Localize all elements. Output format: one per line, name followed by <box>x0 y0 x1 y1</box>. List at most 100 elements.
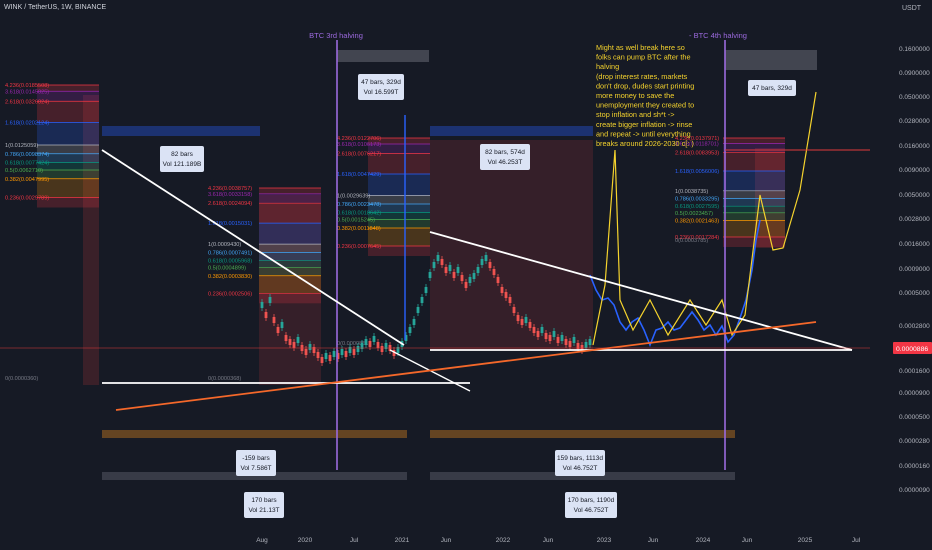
fib-layer: 4.236(0.0185508)3.618(0.0145825) 2.618(0.… <box>5 83 785 382</box>
fib-set-4-band-6 <box>723 206 785 213</box>
fib-set-1-label-3: 1.618(0.0202124) <box>5 121 49 127</box>
y-axis-unit: USDT <box>902 5 922 12</box>
candle-body-25 <box>360 343 364 349</box>
measure-tooltip-7: 170 bars, 1190d Vol 46.752T <box>565 492 617 518</box>
fib-set-1-label-10: 0(0.0000360) <box>5 376 38 382</box>
y-tick-8: 0.0016000 <box>899 241 930 248</box>
candle-body-74 <box>556 337 560 343</box>
candle-body-34 <box>396 347 400 353</box>
fib-set-3-band-3 <box>368 174 430 196</box>
candle-body-58 <box>492 269 496 275</box>
fib-set-2-label-8: 0.382(0.0003830) <box>208 274 252 280</box>
annotation-text: Might as well break here so folks can pum… <box>596 43 694 148</box>
candle-body-16 <box>324 353 328 359</box>
candle-body-40 <box>420 297 424 303</box>
candle-body-22 <box>348 347 352 353</box>
measure-tooltip-line-6-0: 170 bars <box>251 497 277 504</box>
candle-body-15 <box>320 357 324 363</box>
fib-set-4-label-10: 0(0.0003785) <box>675 238 708 244</box>
fib-set-2-label-0: 4.236(0.0038757) <box>208 186 252 192</box>
candle-body-52 <box>468 277 472 283</box>
y-tick-3: 0.0280000 <box>899 118 930 125</box>
x-tick-4: Jun <box>441 537 452 544</box>
measure-tooltip-line-4-1: Vol 7.586T <box>240 465 271 472</box>
candle-body-19 <box>336 353 340 359</box>
fib-set-1-band-1 <box>37 91 99 102</box>
fib-set-2-label-2: 2.618(0.0024094) <box>208 201 252 207</box>
y-axis-bg <box>870 0 932 550</box>
fib-set-2-band-4 <box>259 244 321 253</box>
measure-bar-5 <box>102 430 407 438</box>
fib-set-4-label-9: 0.236(0.0017284) <box>675 235 719 241</box>
measure-tooltip-bg-7 <box>565 492 617 518</box>
price-layer <box>260 91 817 366</box>
measure-tooltip-1: 47 bars, 329d Vol 16.599T <box>358 74 404 100</box>
y-tick-13: 0.0000900 <box>899 390 930 397</box>
fib-set-3-label-5: 0.786(0.0023478) <box>337 202 381 208</box>
x-tick-3: 2021 <box>395 537 410 544</box>
price-tag-text: 0.0000886 <box>896 346 928 353</box>
y-tick-15: 0.0000280 <box>899 438 930 445</box>
price-tag-bg <box>893 342 932 354</box>
candle-body-73 <box>552 331 556 337</box>
fib-set-1-band-5 <box>37 153 99 163</box>
fib-set-3-band-4 <box>368 195 430 204</box>
price-candles <box>260 252 592 366</box>
fib-set-1-band-0 <box>37 85 99 92</box>
candle-body-23 <box>352 349 356 355</box>
fib-set-1-label-0: 4.236(0.0185508) <box>5 83 49 89</box>
fib-set-1-band-3 <box>37 122 99 145</box>
symbol-header[interactable]: WINK / TetherUS, 1W, BINANCE <box>4 4 107 11</box>
fib-set-4-band-0 <box>723 138 785 144</box>
fib-set-3-band-0 <box>368 138 430 144</box>
fib-set-3-label-0: 4.236(0.0122706) <box>337 136 381 142</box>
fib-set-1-label-5: 0.786(0.0098374) <box>5 152 49 158</box>
fib-set-4-band-8 <box>723 220 785 237</box>
candle-body-44 <box>436 255 440 261</box>
y-tick-4: 0.0160000 <box>899 143 930 150</box>
candle-body-72 <box>548 335 552 341</box>
y-tick-12: 0.0001600 <box>899 368 930 375</box>
candle-body-47 <box>448 265 452 271</box>
fib-set-2-label-3: 1.618(0.0015031) <box>208 221 252 227</box>
x-tick-12: Jul <box>852 537 861 544</box>
fib-set-4-label-1: 3.618(0.0118701) <box>675 142 719 148</box>
measure-tooltip-line-0-0: 82 bars <box>171 151 193 158</box>
x-tick-5: 2022 <box>496 537 511 544</box>
candle-body-13 <box>312 347 316 353</box>
candle-body-9 <box>296 337 300 343</box>
candle-body-14 <box>316 352 320 358</box>
candle-body-66 <box>524 317 528 323</box>
measure-tooltip-3: 47 bars, 329d <box>748 80 796 96</box>
candle-body-24 <box>356 346 360 352</box>
fib-set-1-label-9: 0.236(0.0029789) <box>5 196 49 202</box>
fib-set-2-band-3 <box>259 223 321 245</box>
measure-tooltip-bg-0 <box>160 146 204 172</box>
zone-3 <box>430 140 593 350</box>
measure-tooltip-line-7-0: 170 bars, 1190d <box>568 497 615 504</box>
fib-set-1-band-4 <box>37 145 99 154</box>
fib-set-2: 4.236(0.0038757)3.618(0.0033158) 2.618(0.… <box>208 186 321 382</box>
candle-body-6 <box>284 335 288 341</box>
measure-tooltip-line-1-1: Vol 16.599T <box>364 89 399 96</box>
fib-set-4-label-2: 2.618(0.0083953) <box>675 150 719 156</box>
fib-set-1-label-8: 0.382(0.0047995) <box>5 177 49 183</box>
fib-set-4-band-3 <box>723 171 785 191</box>
candle-body-26 <box>364 339 368 345</box>
x-tick-7: 2023 <box>597 537 612 544</box>
measure-tooltip-5: 159 bars, 1113d Vol 46.752T <box>555 450 605 476</box>
fib-set-3-label-2: 2.618(0.0076217) <box>337 152 381 158</box>
measure-tooltip-6: 170 bars Vol 21.13T <box>244 492 284 518</box>
zone-2 <box>259 195 321 385</box>
fib-set-3-label-1: 3.618(0.0106173) <box>337 142 381 148</box>
measure-tooltip-2: 82 bars, 574d Vol 46.253T <box>480 144 530 170</box>
fib-set-2-label-7: 0.5(0.0004899) <box>208 266 246 272</box>
zones-layer <box>83 50 817 480</box>
measure-tooltip-line-6-1: Vol 21.13T <box>248 507 279 514</box>
candle-body-30 <box>380 346 384 352</box>
candle-body-54 <box>476 267 480 273</box>
candle-body-36 <box>404 335 408 341</box>
fib-set-4-label-4: 1(0.0038735) <box>675 189 708 195</box>
